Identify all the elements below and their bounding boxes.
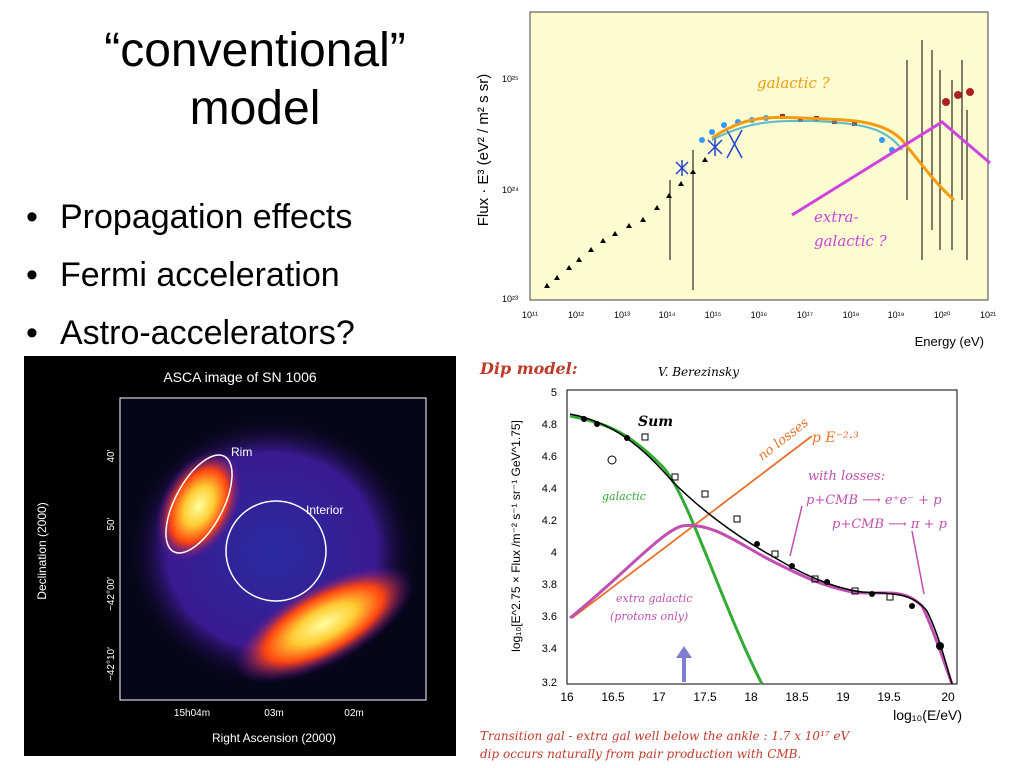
- extragalactic-label-1: extra-: [814, 208, 859, 226]
- x-tick: 10²¹: [980, 310, 996, 320]
- x-tick: 03m: [264, 708, 283, 719]
- y-axis-label: Flux · E³ (eV² / m² s sr): [475, 74, 492, 227]
- star-markers: [675, 129, 743, 176]
- losses-arrow-2: [911, 530, 925, 595]
- x-tick: 10¹³: [614, 310, 630, 320]
- y-tick: 4.6: [542, 451, 557, 463]
- galactic-curve: [711, 115, 955, 202]
- y-tick: 3.4: [542, 643, 557, 655]
- asca-title: ASCA image of SN 1006: [163, 369, 317, 385]
- x-tick: 17: [652, 690, 666, 704]
- y-tick: 5: [551, 387, 557, 399]
- y-tick: 4: [551, 547, 557, 559]
- bullet-item: Propagation effects: [26, 188, 355, 246]
- x-ticks: 15h04m 03m 02m: [174, 708, 364, 719]
- galactic-curve-alt: [711, 119, 903, 151]
- extragalactic-curve: [791, 120, 991, 217]
- rim-ellipse: [165, 454, 233, 554]
- slide-title: “conventional” model: [40, 22, 470, 138]
- power-law-label: p E⁻²·³: [812, 430, 859, 446]
- extragalactic-label-1: extra galactic: [616, 592, 692, 605]
- x-tick: 10¹⁸: [843, 310, 860, 320]
- y-tick: 40′: [106, 449, 117, 462]
- rim-glow: [155, 450, 243, 562]
- pair-production-label: p+CMB ⟶ e⁺e⁻ + p: [806, 493, 942, 508]
- interior-label: Interior: [306, 503, 343, 517]
- title-line-2: model: [189, 82, 321, 135]
- declination-axis-title: Declination (2000): [35, 502, 49, 599]
- x-ticks: 10¹¹ 10¹² 10¹³ 10¹⁴ 10¹⁵ 10¹⁶ 10¹⁷ 10¹⁸ …: [522, 310, 996, 320]
- x-axis-label: Energy (eV): [915, 334, 984, 349]
- y-tick: 3.2: [542, 677, 557, 689]
- dip-x-axis-label: log₁₀(E/eV): [893, 707, 962, 723]
- x-tick: 02m: [344, 708, 363, 719]
- sum-label: Sum: [638, 414, 673, 430]
- dip-y-axis-label: log₁₀[E^2.75 × Flux /m⁻² s⁻¹ sr⁻¹ GeV^1.…: [509, 420, 523, 652]
- y-tick: −42°00′: [106, 577, 117, 611]
- extragalactic-label-2: galactic ?: [814, 232, 888, 250]
- y-tick: 3.8: [542, 579, 557, 591]
- x-tick: 10¹¹: [522, 310, 538, 320]
- dip-model-header: Dip model:: [479, 359, 578, 378]
- pion-production-label: p+CMB ⟶ π + p: [832, 517, 948, 532]
- right-ascension-axis-title: Right Ascension (2000): [212, 731, 336, 745]
- bullet-list: Propagation effects Fermi acceleration A…: [26, 188, 355, 362]
- x-tick: 10²⁰: [934, 310, 951, 320]
- title-line-1: “conventional”: [104, 24, 406, 77]
- y-tick: 4.2: [542, 515, 557, 527]
- plot-area: [529, 11, 989, 301]
- dip-y-ticks: 5 4.8 4.6 4.4 4.2 4 3.8 3.6 3.4 3.2: [542, 387, 557, 689]
- rim-label: Rim: [231, 445, 252, 459]
- galactic-label: galactic: [602, 490, 646, 503]
- x-tick: 10¹⁷: [797, 310, 813, 320]
- no-losses-line: [571, 435, 813, 619]
- author-label: V. Berezinsky: [658, 365, 739, 379]
- dip-data-markers: [607, 433, 894, 601]
- x-tick: 10¹⁴: [659, 310, 676, 320]
- y-tick: 4.8: [542, 419, 557, 431]
- losses-arrow: [789, 505, 803, 557]
- x-tick: 16: [560, 690, 574, 704]
- x-tick: 19.5: [877, 690, 901, 704]
- x-tick: 18: [744, 690, 758, 704]
- x-tick: 18.5: [785, 690, 809, 704]
- x-tick: 19: [836, 690, 850, 704]
- dip-filled-markers: [581, 416, 944, 650]
- x-tick: 16.5: [601, 690, 625, 704]
- x-tick: 15h04m: [174, 708, 210, 719]
- y-tick: 10²⁵: [502, 74, 519, 84]
- with-losses-label: with losses:: [808, 469, 885, 484]
- x-tick: 10¹⁶: [751, 310, 768, 320]
- x-tick: 10¹⁵: [705, 310, 722, 320]
- caption-line-1: Transition gal - extra gal well below th…: [480, 729, 851, 743]
- x-tick: 10¹²: [568, 310, 584, 320]
- extragalactic-curve: [569, 523, 954, 685]
- southeast-glow: [233, 565, 415, 683]
- extragalactic-label-2: (protons only): [610, 610, 688, 623]
- error-bars: [669, 40, 968, 290]
- x-tick: 17.5: [693, 690, 717, 704]
- y-tick: 10²⁴: [502, 185, 519, 195]
- y-tick: 3.6: [542, 611, 557, 623]
- dip-x-ticks: 16 16.5 17 17.5 18 18.5 19 19.5 20: [560, 690, 955, 704]
- galactic-label: galactic ?: [757, 74, 831, 92]
- x-tick: 20: [941, 690, 955, 704]
- interior-circle: [225, 500, 327, 602]
- dip-model-plot: Dip model: V. Berezinsky log₁₀[E^2.75 × …: [479, 359, 962, 761]
- y-tick: 50′: [106, 517, 117, 530]
- asca-image: ASCA image of SN 1006 Rim Interior Decli…: [24, 356, 456, 756]
- spectrum-plot: Flux · E³ (eV² / m² s sr) 10²⁵ 10²⁴ 10²³…: [475, 11, 996, 349]
- y-tick: −42°10′: [106, 647, 117, 681]
- bullet-item: Astro-accelerators?: [26, 304, 355, 362]
- bullet-item: Fermi acceleration: [26, 246, 355, 304]
- x-tick: 10¹⁹: [888, 310, 905, 320]
- y-tick: 10²³: [502, 294, 518, 304]
- y-tick: 4.4: [542, 483, 557, 495]
- y-ticks: 40′ 50′ −42°00′ −42°10′: [106, 449, 117, 681]
- caption-line-2: dip occurs naturally from pair productio…: [480, 747, 801, 761]
- data-points: [544, 157, 708, 288]
